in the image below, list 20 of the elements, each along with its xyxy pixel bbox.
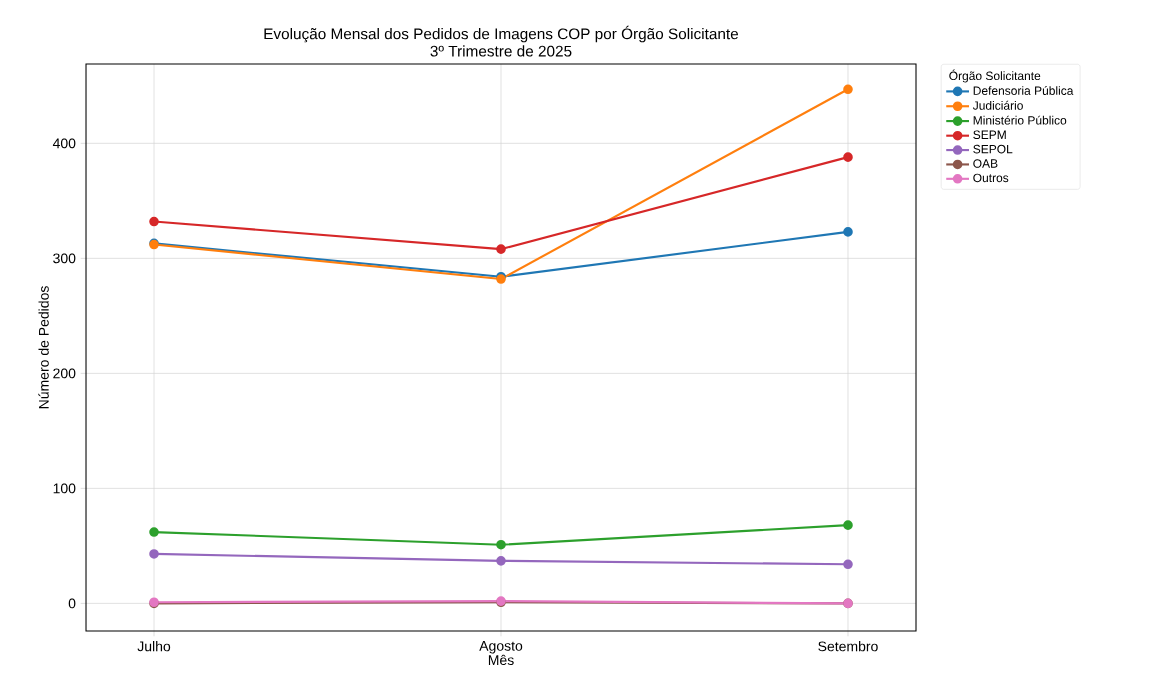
x-tick-label: Agosto xyxy=(479,641,523,654)
y-tick-label: 200 xyxy=(53,368,76,379)
x-tick-label: Setembro xyxy=(818,641,878,652)
y-tick-label: 100 xyxy=(53,483,76,494)
legend-title: Órgão Solicitante xyxy=(949,69,1041,83)
chart-title: Evolução Mensal dos Pedidos de Imagens COP por Órgão Solicitante xyxy=(264,25,739,43)
legend-label: Ministério Público xyxy=(973,115,1067,125)
chart-subtitle: 3º Trimestre de 2025 xyxy=(430,45,572,57)
legend-label: OAB xyxy=(973,159,998,168)
y-axis-title: Número de Pedidos xyxy=(38,286,49,409)
x-axis-title: Mês xyxy=(488,654,514,666)
legend-label: Judiciário xyxy=(972,100,1023,110)
legend-label: Defensoria Pública xyxy=(973,85,1074,95)
y-tick-label: 400 xyxy=(52,138,76,149)
y-tick-label: 300 xyxy=(53,253,76,264)
legend-label: SEPOL xyxy=(973,144,1013,154)
x-tick-label: Julho xyxy=(137,641,171,652)
y-tick-label: 0 xyxy=(68,598,76,609)
legend-label: SEPM xyxy=(973,130,1006,139)
legend-label: Outros xyxy=(973,173,1009,183)
